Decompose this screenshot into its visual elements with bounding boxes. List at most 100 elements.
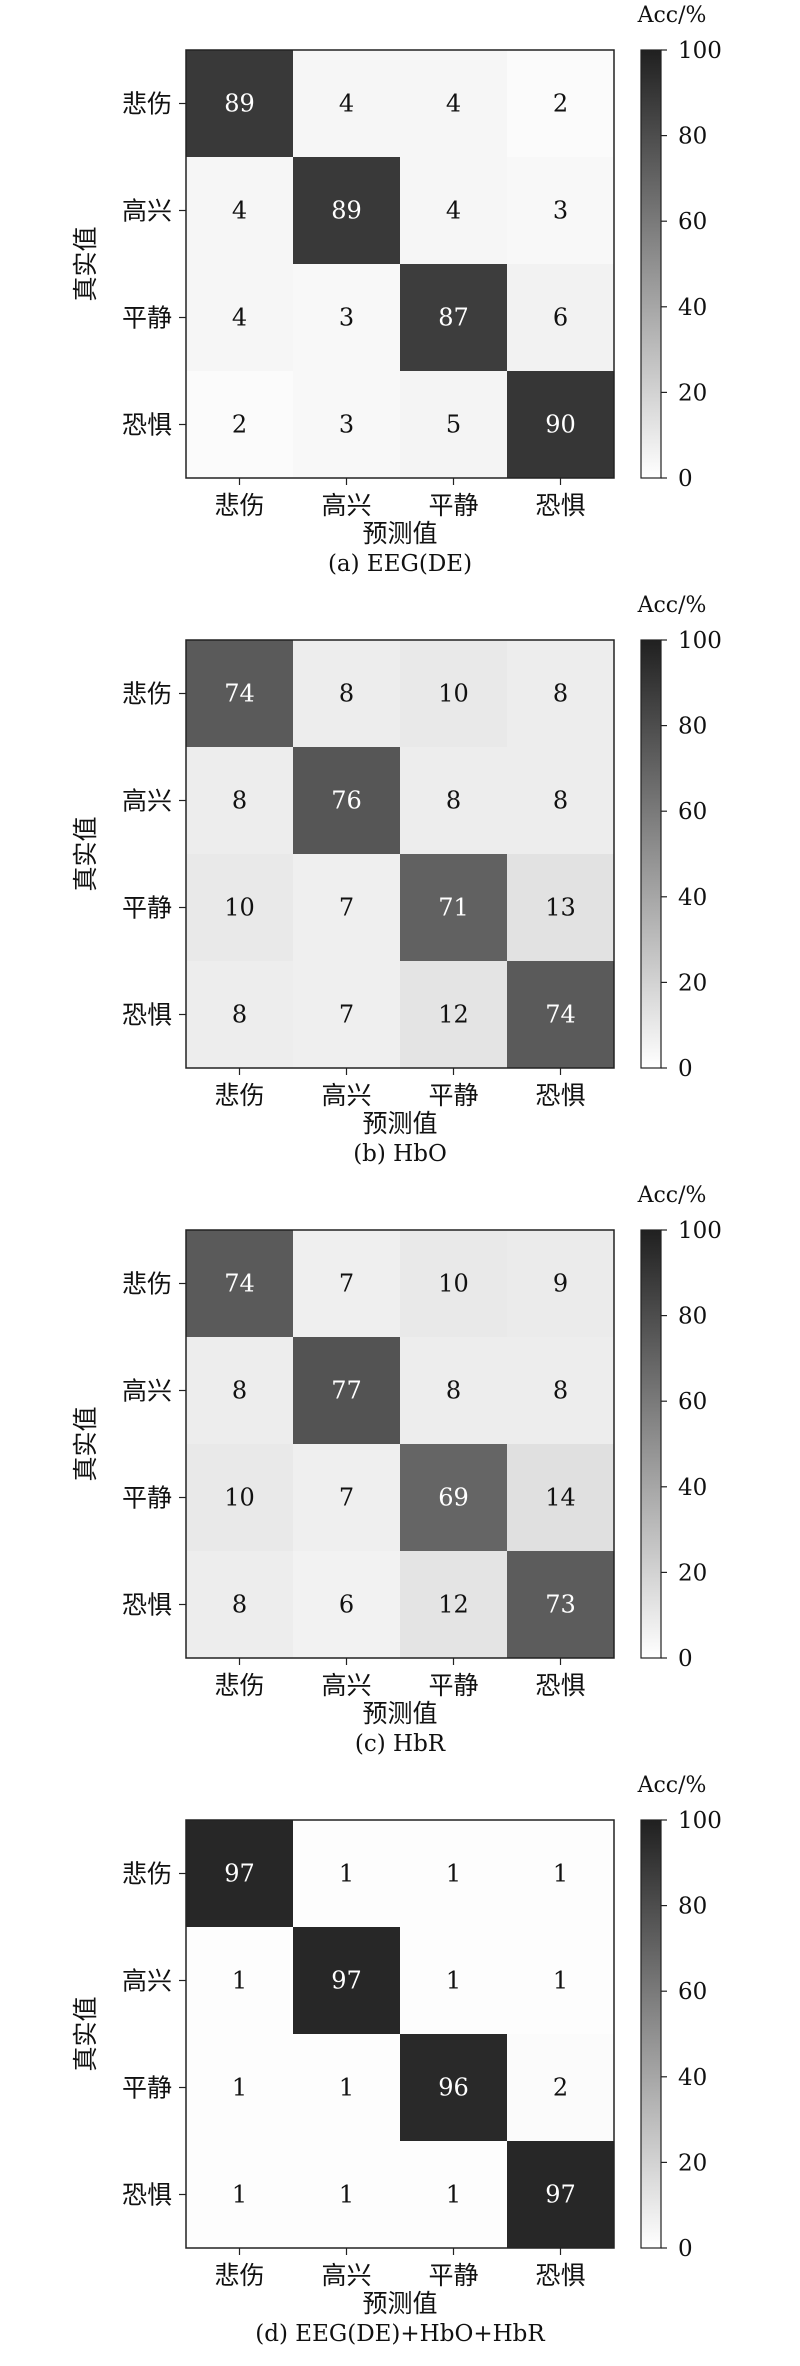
panel-caption: (a) EEG(DE) xyxy=(328,551,472,577)
y-tick-label: 恐惧 xyxy=(122,411,172,440)
x-tick-label: 平静 xyxy=(428,491,478,520)
y-tick-label: 悲伤 xyxy=(122,90,172,119)
colorbar xyxy=(640,1819,662,2249)
matrix-cell xyxy=(400,640,508,748)
colorbar-tick-label: 0 xyxy=(678,2236,693,2262)
y-axis-label: 真实值 xyxy=(71,226,100,301)
cell-value-label: 74 xyxy=(545,1001,576,1029)
cell-value-label: 8 xyxy=(232,1001,247,1029)
cell-value-label: 4 xyxy=(339,90,354,118)
cell-value-label: 7 xyxy=(339,1001,354,1029)
colorbar-tick-label: 80 xyxy=(678,124,707,150)
x-tick-label: 悲伤 xyxy=(214,2261,264,2290)
colorbar-tick-label: 0 xyxy=(678,1056,693,1082)
y-tick-label: 平静 xyxy=(122,2074,172,2103)
colorbar xyxy=(640,639,662,1069)
matrix-cell xyxy=(400,961,508,1069)
cell-value-label: 1 xyxy=(446,1860,461,1888)
y-tick-label: 高兴 xyxy=(122,197,172,226)
colorbar-tick-label: 40 xyxy=(678,295,707,321)
colorbar xyxy=(640,1229,662,1659)
colorbar-tick-label: 60 xyxy=(678,799,707,825)
cell-value-label: 1 xyxy=(339,2181,354,2209)
cell-value-label: 89 xyxy=(331,197,362,225)
x-tick-label: 悲伤 xyxy=(214,491,264,520)
matrix-cell xyxy=(293,2034,401,2142)
matrix-cell xyxy=(507,1444,615,1552)
panel-caption: (b) HbO xyxy=(353,1141,447,1167)
matrix-cell xyxy=(400,747,508,855)
matrix-cell xyxy=(186,961,294,1069)
cell-value-label: 87 xyxy=(438,304,469,332)
matrix-frame xyxy=(185,1229,615,1659)
matrix-cell xyxy=(400,854,508,962)
matrix-cell xyxy=(186,747,294,855)
matrix-cell xyxy=(293,1927,401,2035)
cell-value-label: 8 xyxy=(553,680,568,708)
cell-value-label: 1 xyxy=(339,1860,354,1888)
cell-value-label: 8 xyxy=(232,787,247,815)
cell-value-label: 7 xyxy=(339,894,354,922)
matrix-cell xyxy=(293,1444,401,1552)
matrix-cell xyxy=(293,2141,401,2249)
cell-value-label: 1 xyxy=(232,2074,247,2102)
x-tick-label: 高兴 xyxy=(321,2261,371,2290)
y-axis-label: 真实值 xyxy=(71,816,100,891)
matrix-cell xyxy=(507,264,615,372)
cell-value-label: 97 xyxy=(224,1860,255,1888)
y-tick-label: 高兴 xyxy=(122,1377,172,1406)
matrix-cell xyxy=(507,1820,615,1928)
matrix-cell xyxy=(507,1337,615,1445)
y-tick-label: 恐惧 xyxy=(122,2181,172,2210)
matrix-cell xyxy=(186,371,294,479)
colorbar-tick-label: 80 xyxy=(678,1894,707,1920)
cell-value-label: 3 xyxy=(339,304,354,332)
x-tick-label: 平静 xyxy=(428,2261,478,2290)
cell-value-label: 8 xyxy=(232,1377,247,1405)
y-tick-label: 平静 xyxy=(122,304,172,333)
x-tick-label: 高兴 xyxy=(321,1081,371,1110)
x-axis-label: 预测值 xyxy=(362,1699,437,1728)
cell-value-label: 4 xyxy=(446,90,461,118)
matrix-cell xyxy=(400,1337,508,1445)
matrix-cell xyxy=(400,2034,508,2142)
matrix-frame xyxy=(185,49,615,479)
colorbar-title: Acc/% xyxy=(637,3,707,28)
cell-value-label: 1 xyxy=(446,2181,461,2209)
matrix-cell xyxy=(293,961,401,1069)
x-axis-label: 预测值 xyxy=(362,519,437,548)
matrix-cell xyxy=(293,1820,401,1928)
colorbar-tick-label: 100 xyxy=(678,1218,722,1244)
cell-value-label: 12 xyxy=(438,1591,469,1619)
cell-value-label: 7 xyxy=(339,1270,354,1298)
matrix-cell xyxy=(400,2141,508,2249)
colorbar-tick-label: 20 xyxy=(678,970,707,996)
colorbar-tick-label: 40 xyxy=(678,1475,707,1501)
x-tick-label: 悲伤 xyxy=(214,1671,264,1700)
matrix-cell xyxy=(186,2034,294,2142)
matrix-cell xyxy=(186,2141,294,2249)
x-tick-label: 恐惧 xyxy=(535,1081,585,1110)
y-tick-label: 恐惧 xyxy=(122,1591,172,1620)
cell-value-label: 97 xyxy=(331,1967,362,1995)
matrix-cell xyxy=(400,157,508,265)
matrix-cell xyxy=(293,264,401,372)
cell-value-label: 69 xyxy=(438,1484,469,1512)
matrix-frame xyxy=(185,1819,615,2249)
cell-value-label: 4 xyxy=(232,197,247,225)
colorbar-title: Acc/% xyxy=(637,1183,707,1208)
cell-value-label: 7 xyxy=(339,1484,354,1512)
x-tick-label: 平静 xyxy=(428,1671,478,1700)
cell-value-label: 8 xyxy=(553,1377,568,1405)
y-tick-label: 高兴 xyxy=(122,1967,172,1996)
y-tick-label: 悲伤 xyxy=(122,1270,172,1299)
matrix-cell xyxy=(507,2141,615,2249)
matrix-cell xyxy=(293,854,401,962)
cell-value-label: 1 xyxy=(232,1967,247,1995)
panel-caption: (c) HbR xyxy=(355,1731,446,1757)
cell-value-label: 12 xyxy=(438,1001,469,1029)
